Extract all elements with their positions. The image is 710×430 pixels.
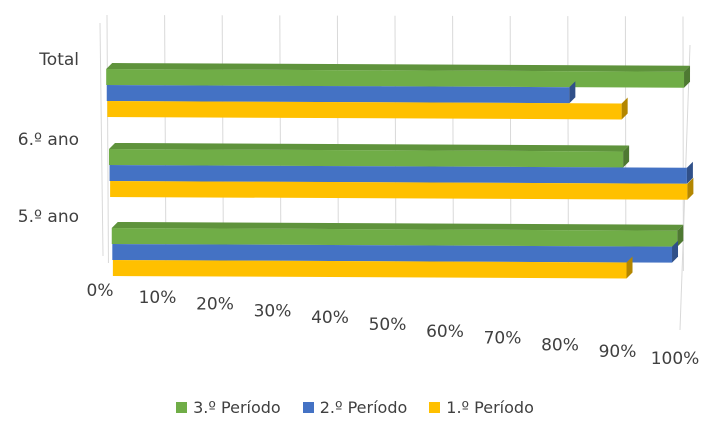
x-tick-label: 70% <box>484 329 522 349</box>
bar-end-Total-3.º Período <box>684 65 691 88</box>
bar-Total-2.º Período <box>106 85 570 104</box>
x-tick-label: 0% <box>87 281 114 301</box>
bar-6.º ano-3.º Período <box>108 149 624 168</box>
x-tick-label: 30% <box>254 301 292 321</box>
bar-top-Total-3.º Período <box>106 63 691 72</box>
legend-label-2-periodo: 2.º Período <box>319 398 408 417</box>
legend-label-3-periodo: 3.º Período <box>193 398 281 417</box>
category-label: 6.º ano <box>18 130 79 150</box>
bar-6.º ano-2.º Período <box>109 165 687 184</box>
bar-Total-3.º Período <box>106 69 685 88</box>
x-tick-label: 40% <box>311 308 349 328</box>
x-tick-label: 80% <box>541 335 579 355</box>
bar-6.º ano-1.º Período <box>110 181 688 200</box>
bar-5.º ano-2.º Período <box>112 244 673 263</box>
gridline <box>106 14 109 264</box>
bar-end-Total-1.º Período <box>621 97 628 120</box>
legend-swatch-3-periodo <box>176 402 188 413</box>
category-label: Total <box>38 50 79 70</box>
bar-5.º ano-1.º Período <box>112 260 627 279</box>
legend-item-1-periodo: 1.º Período <box>429 398 534 417</box>
x-tick-label: 20% <box>196 295 234 315</box>
bar-end-6.º ano-2.º Período <box>686 161 693 184</box>
x-tick-label: 60% <box>426 322 464 342</box>
bar-Total-1.º Período <box>107 101 622 120</box>
bar-5.º ano-3.º Período <box>111 228 678 247</box>
legend-label-1-periodo: 1.º Período <box>446 398 534 417</box>
x-tick-label: 50% <box>369 315 407 335</box>
bar-end-5.º ano-3.º Período <box>677 224 684 247</box>
legend-item-3-periodo: 3.º Período <box>176 398 281 417</box>
legend-item-2-periodo: 2.º Período <box>302 398 408 417</box>
legend: 3.º Período 2.º Período 1.º Período <box>0 398 710 417</box>
bar-end-6.º ano-3.º Período <box>623 145 630 168</box>
x-tick-label: 100% <box>651 349 700 369</box>
chart-plot: 0% 10% 20% 30% 40% 50% 60% 70% 80% 90% 100% 5.º ano… <box>18 14 700 369</box>
bar-top-5.º ano-3.º Período <box>111 222 684 231</box>
category-label: 5.º ano <box>18 207 79 227</box>
left-wall-edge <box>99 22 104 257</box>
bar-top-6.º ano-3.º Período <box>108 143 630 152</box>
bar-end-6.º ano-1.º Período <box>687 177 694 200</box>
bar-end-Total-2.º Período <box>569 81 576 104</box>
legend-swatch-1-periodo <box>429 402 441 413</box>
bar-end-5.º ano-1.º Período <box>626 256 633 279</box>
x-tick-label: 10% <box>139 288 177 308</box>
legend-swatch-2-periodo <box>302 402 314 413</box>
x-tick-label: 90% <box>599 342 637 362</box>
bar-end-5.º ano-2.º Período <box>672 240 679 263</box>
